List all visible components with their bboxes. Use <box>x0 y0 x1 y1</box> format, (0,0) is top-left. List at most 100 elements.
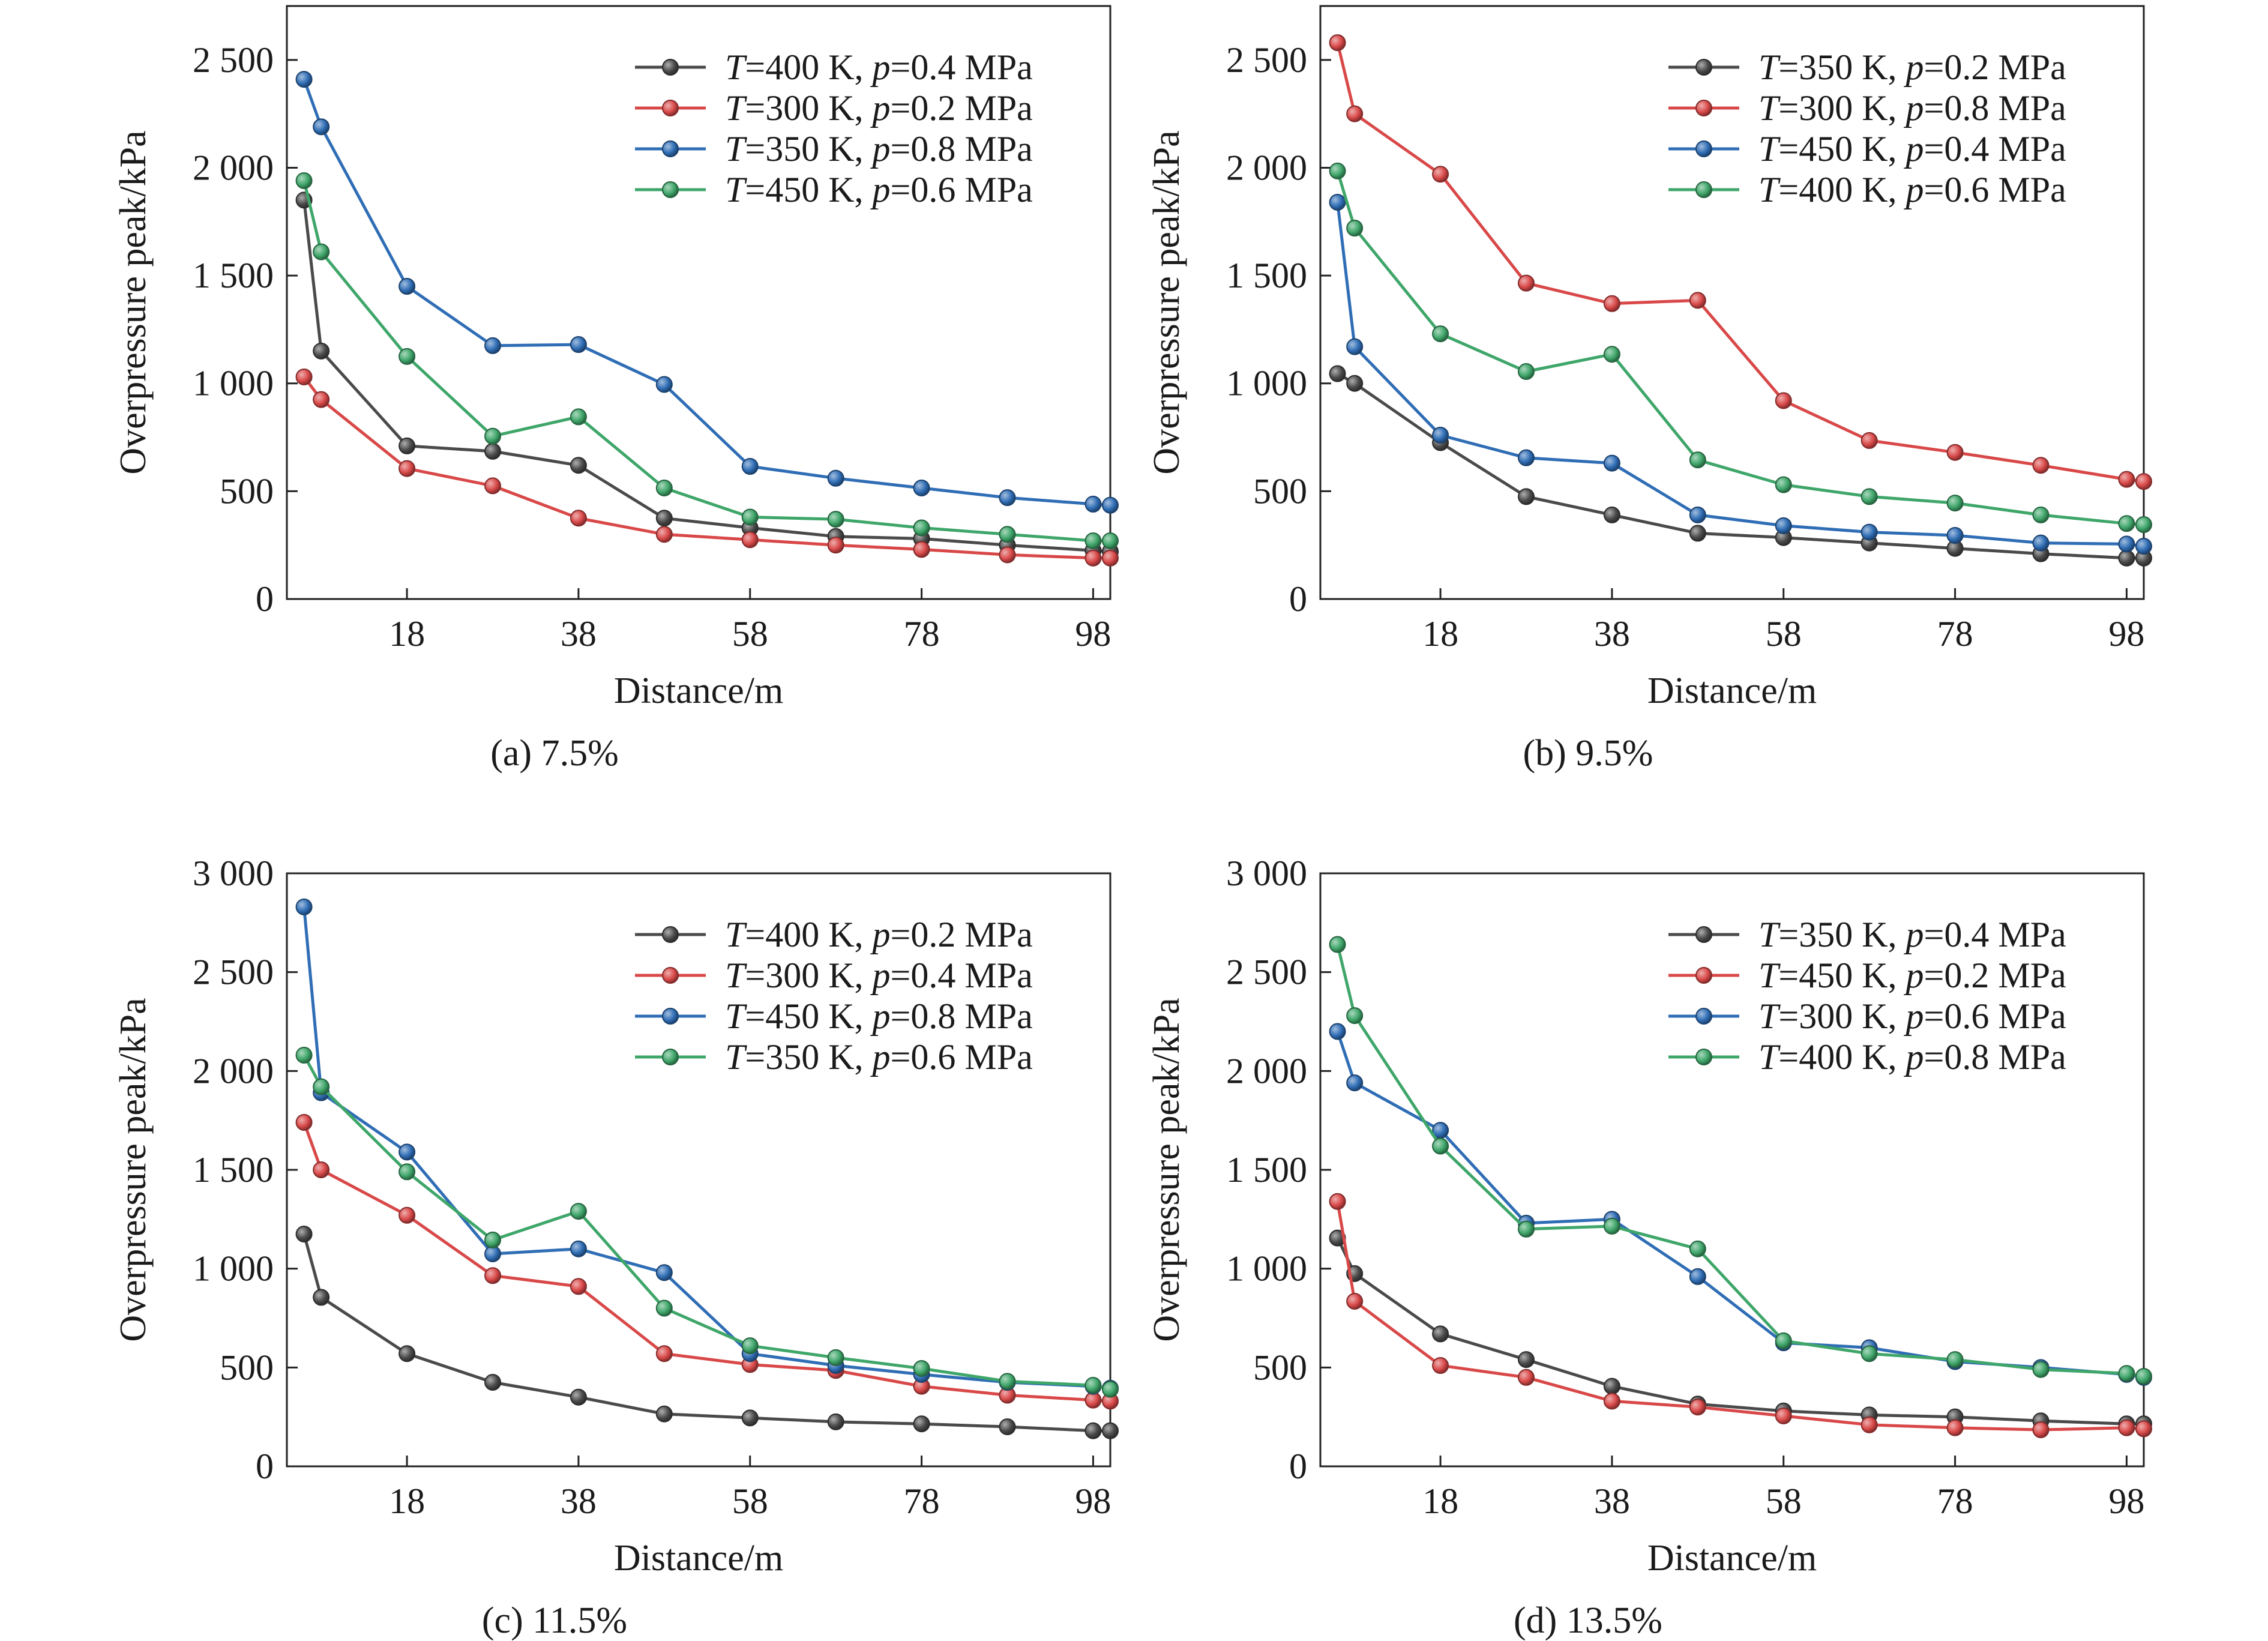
data-point <box>1346 105 1364 122</box>
series-line <box>1336 1201 2144 1432</box>
data-point <box>313 391 330 408</box>
data-point <box>313 243 330 260</box>
legend-label: T=350 K, p=0.8 MPa <box>725 129 1033 169</box>
data-point <box>399 1345 416 1362</box>
data-point <box>1102 532 1119 549</box>
data-point <box>999 546 1016 564</box>
x-tick-label: 78 <box>1937 1481 1973 1521</box>
data-point <box>1946 495 1964 512</box>
legend-entry: T=450 K, p=0.2 MPa <box>1668 956 2066 995</box>
y-tick-label: 2 500 <box>1226 953 1307 992</box>
y-tick-label: 1 000 <box>193 364 274 403</box>
legend-label: T=450 K, p=0.6 MPa <box>725 170 1033 209</box>
data-point <box>999 526 1016 543</box>
y-tick-label: 500 <box>1253 471 1307 511</box>
data-point <box>1518 1220 1535 1238</box>
legend-swatch-marker <box>1695 926 1712 943</box>
panel-caption: (c) 11.5% <box>482 1600 627 1641</box>
data-point <box>570 1388 587 1406</box>
y-tick-label: 0 <box>1289 579 1307 619</box>
data-point <box>1329 193 1346 211</box>
data-point <box>655 1345 673 1362</box>
data-point <box>1329 1023 1346 1040</box>
data-point <box>827 537 844 554</box>
x-tick-label: 58 <box>1766 1481 1802 1521</box>
x-tick-label: 18 <box>389 614 425 654</box>
legend-label: T=350 K, p=0.2 MPa <box>1758 47 2066 87</box>
legend-swatch-marker <box>662 1008 679 1025</box>
data-point <box>1603 1378 1620 1395</box>
y-tick-label: 1 000 <box>1226 1249 1307 1289</box>
data-point <box>1689 525 1706 542</box>
data-point <box>2135 537 2152 555</box>
legend-entry: T=450 K, p=0.8 MPa <box>635 996 1033 1036</box>
data-point <box>1689 1268 1706 1285</box>
legend-entry: T=400 K, p=0.6 MPa <box>1668 170 2066 209</box>
legend-label: T=450 K, p=0.2 MPa <box>1758 956 2066 995</box>
data-point <box>741 458 759 475</box>
legend-label: T=400 K, p=0.6 MPa <box>1758 170 2066 209</box>
chart-panel-2: 0 500 1 000 1 500 2 000 2 500 18 38 58 78 98 Distan… <box>1146 5 2152 774</box>
x-axis-title: Distance/m <box>1647 1538 1817 1579</box>
x-tick-label: 18 <box>389 1481 425 1521</box>
data-point <box>827 469 844 487</box>
data-point <box>1102 1381 1119 1398</box>
data-point <box>1518 1351 1535 1369</box>
data-point <box>1432 426 1449 444</box>
data-point <box>1084 1422 1102 1439</box>
series-line <box>302 180 1110 543</box>
legend-swatch-marker <box>1695 1049 1712 1065</box>
data-point <box>1775 476 1792 493</box>
y-tick-label: 0 <box>256 1447 274 1486</box>
data-point <box>913 479 930 496</box>
data-point <box>1775 392 1792 409</box>
legend-entry: T=350 K, p=0.4 MPa <box>1668 915 2066 954</box>
y-tick-label: 2 000 <box>1226 1051 1307 1091</box>
legend-swatch-marker <box>662 926 679 943</box>
data-point <box>1346 1293 1364 1310</box>
y-tick-label: 1 500 <box>193 1150 274 1190</box>
plot-frame <box>1319 5 2145 600</box>
data-point <box>1329 1193 1346 1210</box>
data-point <box>295 898 313 915</box>
data-point <box>1603 506 1620 523</box>
data-point <box>1603 295 1620 312</box>
data-point <box>655 376 673 393</box>
data-point <box>570 336 587 354</box>
legend-entry: T=350 K, p=0.6 MPa <box>635 1037 1033 1077</box>
data-point <box>1775 1332 1792 1349</box>
legend-label: T=450 K, p=0.8 MPa <box>725 996 1033 1036</box>
data-point <box>913 541 930 558</box>
data-point <box>1346 220 1364 237</box>
legend-entry: T=400 K, p=0.8 MPa <box>1668 1037 2066 1077</box>
y-tick-label: 1 500 <box>1226 1150 1307 1190</box>
data-point <box>399 1206 416 1224</box>
x-tick-label: 38 <box>561 614 597 654</box>
series-line <box>1336 42 2144 483</box>
data-point <box>295 368 313 385</box>
legend-label: T=350 K, p=0.4 MPa <box>1758 915 2066 954</box>
data-point <box>1102 549 1119 567</box>
y-tick-label: 0 <box>1289 1447 1307 1486</box>
x-tick-label: 38 <box>1594 614 1630 654</box>
data-point <box>1518 449 1535 466</box>
chart-panel-4: 0 500 1 000 1 500 2 000 2 500 3 000 18 38 58 78 98 D… <box>1146 854 2152 1641</box>
data-point <box>1518 363 1535 380</box>
data-point <box>741 1337 759 1355</box>
data-point <box>1689 1240 1706 1257</box>
data-point <box>655 526 673 543</box>
data-point <box>2032 534 2050 552</box>
data-point <box>1346 1007 1364 1025</box>
data-point <box>1860 1416 1878 1433</box>
y-axis-title: Overpressure peak/kPa <box>1146 130 1187 474</box>
legend-swatch-marker <box>662 140 679 157</box>
series-line <box>1336 944 2144 1378</box>
x-tick-label: 38 <box>561 1481 597 1521</box>
data-point <box>1689 292 1706 309</box>
data-point <box>295 1226 313 1243</box>
y-tick-label: 2 000 <box>193 1051 274 1091</box>
data-point <box>313 1078 330 1095</box>
data-point <box>399 1163 416 1181</box>
data-point <box>1432 1357 1449 1375</box>
data-point <box>1432 1325 1449 1343</box>
